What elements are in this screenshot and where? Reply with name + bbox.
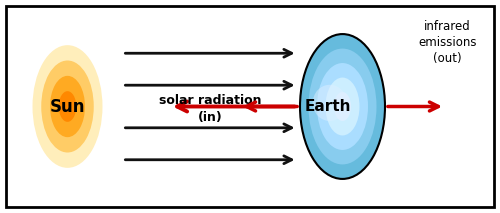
Ellipse shape xyxy=(50,76,85,137)
Ellipse shape xyxy=(24,30,111,183)
Ellipse shape xyxy=(300,34,385,179)
Ellipse shape xyxy=(334,92,351,121)
Ellipse shape xyxy=(32,45,102,168)
Ellipse shape xyxy=(300,34,385,179)
Ellipse shape xyxy=(326,78,360,135)
Text: Earth: Earth xyxy=(304,99,351,114)
Text: infrared
emissions
(out): infrared emissions (out) xyxy=(418,20,477,65)
Ellipse shape xyxy=(308,49,376,164)
Ellipse shape xyxy=(59,91,76,122)
Text: solar radiation
(in): solar radiation (in) xyxy=(159,94,261,124)
Ellipse shape xyxy=(41,60,94,153)
Text: Sun: Sun xyxy=(50,98,85,115)
Ellipse shape xyxy=(313,85,347,121)
Ellipse shape xyxy=(317,63,368,150)
